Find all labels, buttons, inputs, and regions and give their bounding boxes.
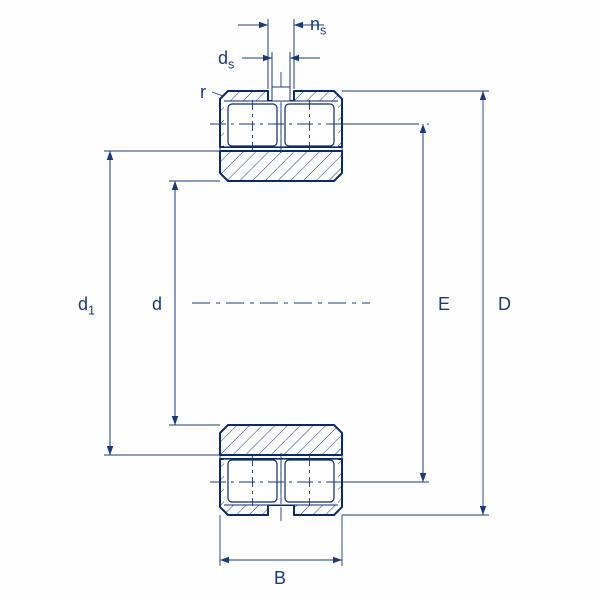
label-r: r [200,82,206,103]
label-d: d [152,294,162,315]
label-D: D [498,294,511,315]
label-ns: ns [310,14,326,38]
label-B: B [274,568,286,589]
label-E: E [438,294,450,315]
label-d1: d1 [78,294,95,318]
bearing-diagram: ns ds r d1 d E D B [0,0,600,600]
label-ds: ds [218,48,234,72]
